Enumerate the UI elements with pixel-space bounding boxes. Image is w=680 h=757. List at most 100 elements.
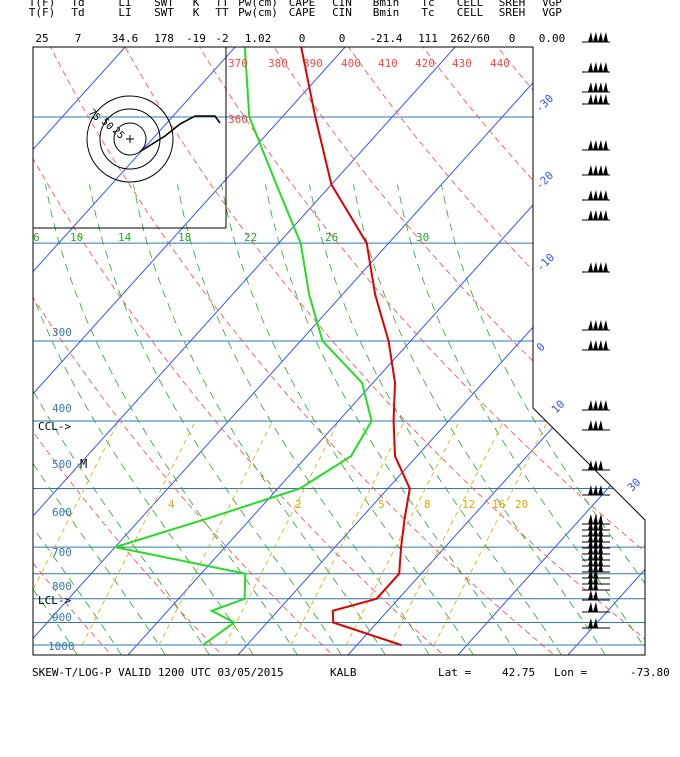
theta-label-370-0: 370: [228, 57, 248, 70]
wind-barb-26: [582, 580, 610, 590]
pressure-tick-700: 700: [52, 546, 72, 559]
temperature-point-3: [376, 598, 378, 600]
mixing-ratio-2: [82, 421, 196, 645]
dry-adiabat-290: [0, 0, 568, 666]
theta-e-label-14: 14: [118, 231, 132, 244]
isotherm-30: [668, 0, 680, 666]
isotherm-label--30: -30: [533, 92, 556, 115]
wind-barb-1: [582, 62, 610, 72]
wind-barb-4: [582, 140, 610, 150]
temperature-point-14: [331, 184, 333, 186]
chart-title: SKEW-T/LOG-P VALID 1200 UTC 03/05/2015: [32, 666, 284, 679]
dewpoint-point-12: [308, 294, 310, 296]
mixing-ratio-label-12-4: 12: [462, 498, 475, 511]
theta-e-label-18: 18: [178, 231, 191, 244]
plot-border: [33, 47, 645, 655]
theta-e-label-26: 26: [325, 231, 338, 244]
dewpoint-point-7: [299, 488, 301, 490]
dewpoint-point-11: [322, 340, 324, 342]
dewpoint-point-1: [233, 622, 235, 624]
moist-adiabat-10: [221, 185, 480, 667]
mixing-ratio-0: [0, 421, 31, 645]
temperature-point-4: [398, 573, 400, 575]
skewt-labels: 3004005006007008009001000-30-20-10010303…: [33, 57, 643, 653]
moist-adiabat-14: [265, 185, 524, 667]
moist-adiabat-18: [309, 185, 568, 667]
mixing-ratio-7: [390, 421, 504, 645]
theta-e-label-6: 6: [33, 231, 40, 244]
moist-adiabat-6: [177, 185, 436, 667]
pressure-tick-300: 300: [52, 326, 72, 339]
temperature-line: [299, 0, 680, 645]
wind-barb-3: [582, 94, 610, 104]
dewpoint-point-4: [244, 573, 246, 575]
pressure-tick-400: 400: [52, 402, 72, 415]
pressure-tick-800: 800: [52, 580, 72, 593]
wind-barb-7: [582, 210, 610, 220]
temperature-point-12: [374, 294, 376, 296]
pressure-tick-600: 600: [52, 506, 72, 519]
wind-barb-5: [582, 165, 610, 175]
dry-adiabat-360: [330, 0, 680, 666]
temperature-point-5: [400, 546, 402, 548]
theta-label-380-1: 380: [268, 57, 288, 70]
isotherm-20: [558, 0, 680, 666]
dewpoint-point-10: [361, 382, 363, 384]
dry-adiabat-370: [389, 0, 680, 666]
isotherm-label-10: 10: [549, 398, 568, 417]
temperature-point-13: [366, 242, 368, 244]
theta-e-label-30: 30: [416, 231, 429, 244]
moist-adiabat-26: [397, 185, 656, 667]
hodograph-label-25: 25: [110, 125, 126, 141]
isotherm--70: [0, 0, 516, 666]
temperature-point-11: [388, 340, 390, 342]
temperature-point-7: [409, 488, 411, 490]
pressure-tick-1000: 1000: [48, 640, 75, 653]
wind-barb-0: [582, 32, 610, 42]
wind-barb-11: [582, 400, 610, 410]
theta-label-410-4: 410: [378, 57, 398, 70]
isotherm--40: [0, 0, 680, 666]
moist-adiabat--30: [0, 185, 40, 667]
mixing-ratio-label-8-3: 8: [424, 498, 431, 511]
lat-label: Lat =: [438, 666, 471, 679]
dry-adiabat-350: [272, 0, 680, 666]
mixing-ratio-4: [225, 421, 339, 645]
lat-value: 42.75: [502, 666, 535, 679]
wind-barb-6: [582, 190, 610, 200]
temperature-point-10: [394, 382, 396, 384]
moist-adiabat-30: [441, 185, 680, 667]
wind-barb-10: [582, 340, 610, 350]
dry-adiabat-410: [623, 0, 680, 666]
temperature-point-0: [400, 644, 402, 646]
station-id: KALB: [330, 666, 357, 679]
dewpoint-point-5: [114, 546, 116, 548]
pressure-tick-500: 500: [52, 458, 72, 471]
moist-adiabat--18: [0, 185, 172, 667]
mixing-ratio-label-5-2: 5: [378, 498, 385, 511]
dewpoint-point-15: [248, 116, 250, 118]
theta-label-360-8: 360: [228, 113, 248, 126]
wind-barb-8: [582, 262, 610, 272]
moist-adiabat-2: [133, 185, 392, 667]
dewpoint-point-6: [206, 518, 208, 520]
isotherm--100: [0, 0, 186, 666]
dewpoint-line: [115, 0, 540, 645]
mixing-ratio-label-20-6: 20: [515, 498, 528, 511]
temperature-point-6: [404, 518, 406, 520]
mixing-ratio-label-2-1: 2: [295, 498, 302, 511]
lon-label: Lon =: [554, 666, 587, 679]
hodograph-label-75: 75: [86, 107, 102, 123]
m-marker: M: [80, 457, 87, 471]
theta-label-390-2: 390: [303, 57, 323, 70]
temperature-point-8: [394, 455, 396, 457]
dewpoint-point-8: [350, 455, 352, 457]
pressure-tick-900: 900: [52, 611, 72, 624]
skewt-grid: [0, 0, 680, 666]
ccl-label: CCL->: [38, 420, 71, 433]
skewt-chart: 3004005006007008009001000-30-20-10010303…: [0, 0, 680, 680]
dewpoint-point-14: [276, 184, 278, 186]
lcl-label: LCL->: [38, 594, 71, 607]
moist-adiabat--6: [45, 185, 304, 667]
